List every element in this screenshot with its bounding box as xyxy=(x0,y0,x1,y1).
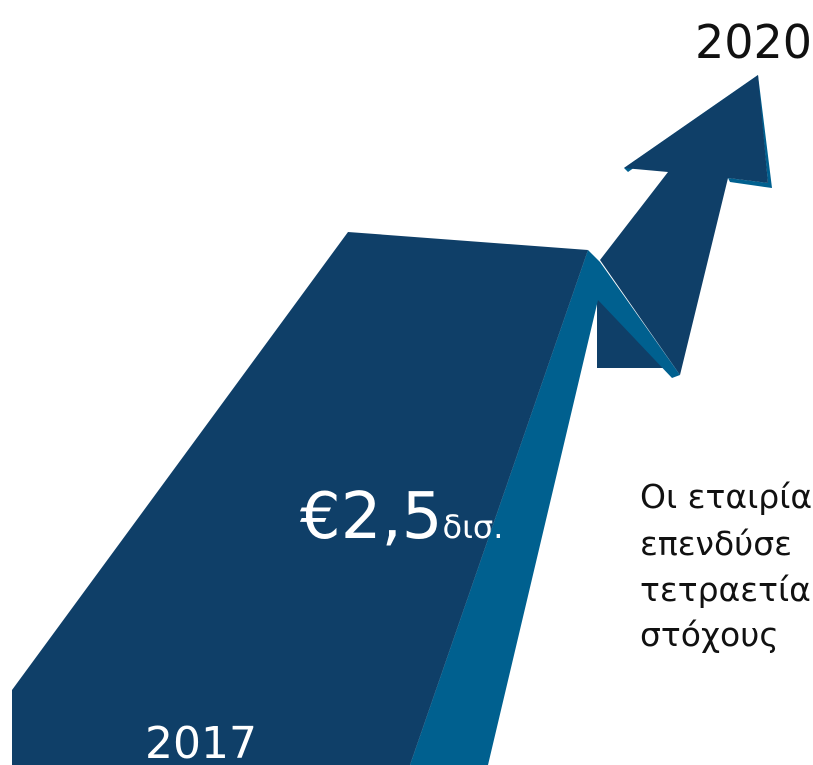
amount-unit: δισ. xyxy=(443,508,504,546)
arrow-head-shaft xyxy=(600,75,768,375)
end-year: 2020 xyxy=(695,15,812,69)
description-line: στόχους xyxy=(640,615,779,654)
description-line: Οι εταιρία xyxy=(640,477,812,516)
amount-value: €2,5 xyxy=(300,480,443,554)
side-face xyxy=(410,250,680,765)
front-face xyxy=(12,232,588,765)
description-line: επενδύσε xyxy=(640,524,792,563)
amount: €2,5δισ. xyxy=(300,480,503,554)
start-year: 2017 xyxy=(145,718,257,765)
description: Οι εταιρία επενδύσε τετραετία στόχους xyxy=(640,477,812,654)
description-line: τετραετία xyxy=(640,570,811,609)
